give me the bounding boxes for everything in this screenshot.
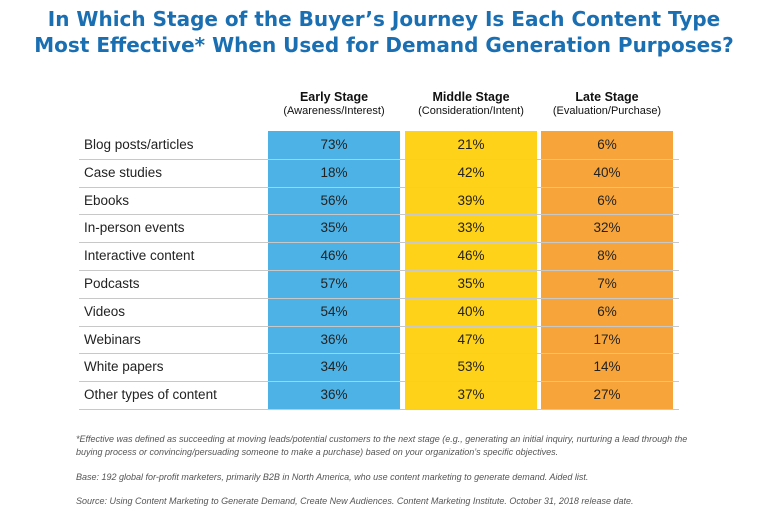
row-divider bbox=[79, 326, 679, 327]
table-cell: 37% bbox=[457, 387, 485, 402]
table-cell: 47% bbox=[457, 332, 485, 347]
table-cell: 54% bbox=[320, 304, 348, 319]
table-cell: 6% bbox=[597, 304, 617, 319]
row-divider bbox=[79, 353, 679, 354]
chart-title: In Which Stage of the Buyer’s Journey Is… bbox=[0, 6, 768, 58]
table-cell: 34% bbox=[320, 359, 348, 374]
column-header-3: Late Stage (Evaluation/Purchase) bbox=[531, 90, 683, 118]
row-label: Podcasts bbox=[84, 276, 140, 291]
title-line-1: In Which Stage of the Buyer’s Journey Is… bbox=[47, 7, 721, 31]
footnote-definition: *Effective was defined as succeeding at … bbox=[76, 434, 688, 457]
column-header-subtitle: (Awareness/Interest) bbox=[283, 105, 385, 117]
table-cell: 17% bbox=[593, 332, 621, 347]
table-cell: 33% bbox=[457, 220, 485, 235]
row-divider bbox=[79, 214, 679, 215]
row-divider bbox=[79, 187, 679, 188]
row-label: Blog posts/articles bbox=[84, 137, 194, 152]
table-cell: 39% bbox=[457, 193, 485, 208]
row-label: Case studies bbox=[84, 165, 163, 180]
column-header-title: Late Stage bbox=[575, 90, 639, 104]
table-cell: 36% bbox=[320, 387, 348, 402]
column-header-subtitle: (Consideration/Intent) bbox=[418, 105, 524, 117]
column-header-title: Middle Stage bbox=[432, 90, 510, 104]
table-cell: 32% bbox=[593, 220, 621, 235]
table-cell: 56% bbox=[320, 193, 348, 208]
table-cell: 35% bbox=[320, 220, 348, 235]
row-divider bbox=[79, 298, 679, 299]
table-cell: 6% bbox=[597, 137, 617, 152]
table-cell: 40% bbox=[593, 165, 621, 180]
row-divider bbox=[79, 159, 679, 160]
column-header-subtitle: (Evaluation/Purchase) bbox=[552, 105, 662, 117]
table-cell: 57% bbox=[320, 276, 348, 291]
row-label: In-person events bbox=[84, 220, 185, 235]
table-cell: 21% bbox=[457, 137, 485, 152]
table-cell: 46% bbox=[320, 248, 348, 263]
column-header-2: Middle Stage (Consideration/Intent) bbox=[395, 90, 547, 118]
footnote-base: Base: 192 global for-profit marketers, p… bbox=[76, 472, 589, 482]
row-label: Webinars bbox=[84, 332, 141, 347]
footnote-source: Source: Using Content Marketing to Gener… bbox=[76, 496, 634, 506]
table-cell: 18% bbox=[320, 165, 348, 180]
row-divider bbox=[79, 409, 679, 410]
table-cell: 35% bbox=[457, 276, 485, 291]
column-header-1: Early Stage (Awareness/Interest) bbox=[258, 90, 410, 118]
row-divider bbox=[79, 381, 679, 382]
table-cell: 40% bbox=[457, 304, 485, 319]
table-cell: 36% bbox=[320, 332, 348, 347]
table-cell: 46% bbox=[457, 248, 485, 263]
table-cell: 53% bbox=[457, 359, 485, 374]
table-cell: 6% bbox=[597, 193, 617, 208]
row-label: White papers bbox=[84, 359, 164, 374]
row-label: Ebooks bbox=[84, 193, 130, 208]
table-cell: 14% bbox=[593, 359, 621, 374]
row-divider bbox=[79, 270, 679, 271]
row-label: Interactive content bbox=[84, 248, 195, 263]
table-cell: 73% bbox=[320, 137, 348, 152]
row-label: Other types of content bbox=[84, 387, 217, 402]
row-label: Videos bbox=[84, 304, 126, 319]
table-cell: 27% bbox=[593, 387, 621, 402]
title-line-2: Most Effective* When Used for Demand Gen… bbox=[34, 33, 734, 57]
row-divider bbox=[79, 242, 679, 243]
column-header-title: Early Stage bbox=[299, 90, 369, 104]
table-cell: 7% bbox=[597, 276, 617, 291]
table-cell: 42% bbox=[457, 165, 485, 180]
table-cell: 8% bbox=[597, 248, 617, 263]
